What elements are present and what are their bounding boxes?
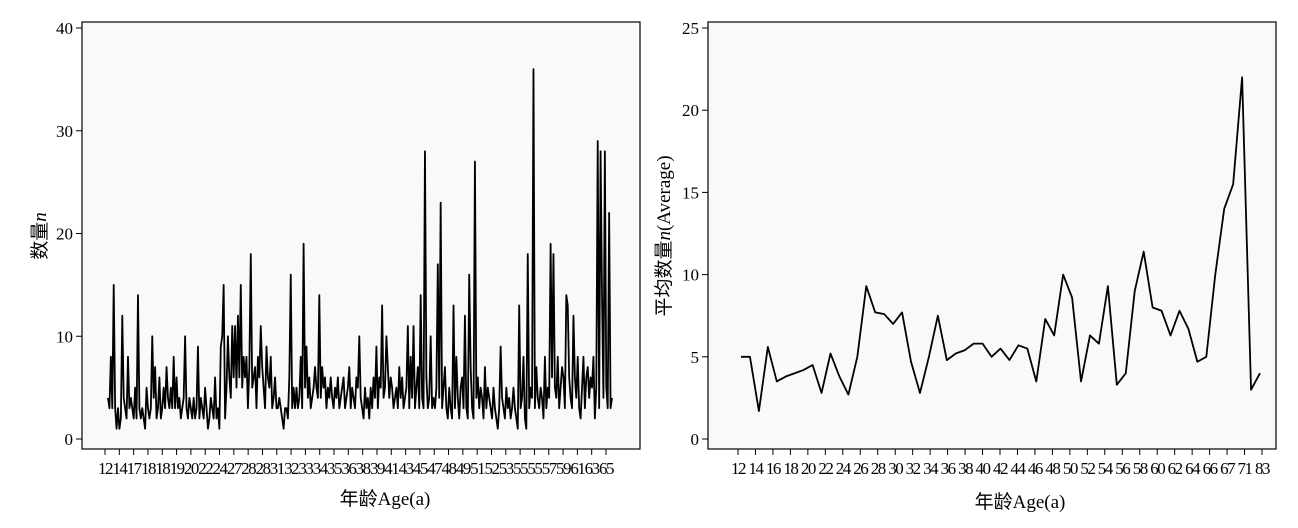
right-plot-area — [707, 21, 1277, 450]
x-tick-label: 45 — [413, 459, 428, 478]
y-tick-label: 0 — [691, 430, 700, 449]
left-x-axis: 12 14 17 18 18 19 20 22 24 27 28 28 31 32 33 34 35 36 38 39… — [98, 449, 616, 478]
x-tick-label: 65 — [599, 459, 614, 478]
x-tick-label: 14 — [112, 459, 128, 478]
x-tick-label: 58 — [1133, 459, 1148, 478]
right-series-line — [741, 76, 1261, 412]
x-tick-label: 18 — [783, 459, 798, 478]
x-tick-label: 54 — [1098, 459, 1114, 478]
left-series-line — [107, 68, 613, 430]
x-tick-label: 49 — [456, 459, 471, 478]
x-tick-label: 17 — [127, 459, 143, 478]
y-tick-label: 25 — [682, 19, 699, 38]
left-y-axis: 0 10 20 30 40 — [56, 19, 82, 449]
y-tick-label: 10 — [682, 266, 699, 285]
y-tick-label: 15 — [682, 183, 699, 202]
right-x-axis-title: 年龄Age(a) — [975, 491, 1066, 513]
x-tick-label: 64 — [1185, 459, 1201, 478]
x-tick-label: 30 — [888, 459, 903, 478]
x-tick-label: 22 — [198, 459, 213, 478]
x-tick-label: 19 — [170, 459, 185, 478]
x-tick-label: 31 — [270, 459, 285, 478]
right-y-axis: 0 5 10 15 20 25 — [682, 19, 708, 449]
x-tick-label: 61 — [570, 459, 585, 478]
right-y-axis-title: 平均数量n(Average) — [653, 155, 675, 316]
x-tick-label: 67 — [1220, 459, 1236, 478]
x-tick-label: 83 — [1255, 459, 1270, 478]
x-tick-label: 32 — [906, 459, 921, 478]
left-x-axis-title: 年龄Age(a) — [340, 488, 431, 510]
x-tick-label: 71 — [1238, 459, 1253, 478]
right-x-axis: 12 14 16 18 20 22 24 26 28 30 32 34 36 38 40 42 44 46 48 50… — [731, 449, 1272, 478]
x-tick-label: 42 — [993, 459, 1008, 478]
x-tick-label: 46 — [1028, 459, 1043, 478]
x-tick-label: 28 — [255, 459, 270, 478]
x-tick-label: 33 — [298, 459, 313, 478]
x-tick-label: 43 — [399, 459, 414, 478]
y-tick-label: 20 — [682, 101, 699, 120]
y-tick-label: 10 — [56, 327, 73, 346]
x-tick-label: 55 — [527, 459, 542, 478]
x-tick-label: 47 — [427, 459, 443, 478]
x-tick-label: 40 — [976, 459, 991, 478]
x-tick-label: 22 — [818, 459, 833, 478]
x-tick-label: 35 — [327, 459, 342, 478]
x-tick-label: 44 — [1010, 459, 1026, 478]
x-tick-label: 12 — [98, 459, 113, 478]
x-tick-label: 38 — [958, 459, 973, 478]
x-tick-label: 28 — [871, 459, 886, 478]
y-tick-label: 20 — [56, 225, 73, 244]
x-tick-label: 14 — [748, 459, 764, 478]
x-tick-label: 16 — [766, 459, 781, 478]
x-tick-label: 41 — [384, 459, 399, 478]
x-tick-label: 24 — [836, 459, 852, 478]
left-y-axis-title: 数量n — [29, 212, 51, 260]
y-tick-label: 30 — [56, 122, 73, 141]
x-tick-label: 57 — [542, 459, 558, 478]
x-tick-label: 27 — [227, 459, 243, 478]
x-tick-label: 55 — [513, 459, 528, 478]
x-tick-label: 59 — [556, 459, 571, 478]
x-tick-label: 18 — [141, 459, 156, 478]
x-tick-label: 39 — [370, 459, 385, 478]
x-tick-label: 63 — [585, 459, 600, 478]
x-tick-label: 48 — [1045, 459, 1060, 478]
x-tick-label: 34 — [313, 459, 329, 478]
x-tick-label: 34 — [923, 459, 939, 478]
x-tick-label: 66 — [1203, 459, 1218, 478]
x-tick-label: 62 — [1168, 459, 1183, 478]
x-tick-label: 52 — [484, 459, 499, 478]
y-tick-label: 0 — [65, 430, 74, 449]
x-tick-label: 26 — [853, 459, 868, 478]
x-tick-label: 36 — [341, 459, 356, 478]
x-tick-label: 20 — [184, 459, 199, 478]
x-tick-label: 32 — [284, 459, 299, 478]
x-tick-label: 28 — [241, 459, 256, 478]
x-tick-label: 50 — [1063, 459, 1078, 478]
x-tick-label: 20 — [801, 459, 816, 478]
x-tick-label: 53 — [499, 459, 514, 478]
x-tick-label: 51 — [470, 459, 485, 478]
y-tick-label: 5 — [691, 348, 700, 367]
x-tick-label: 52 — [1080, 459, 1095, 478]
x-tick-label: 56 — [1115, 459, 1130, 478]
x-tick-label: 24 — [213, 459, 229, 478]
x-tick-label: 60 — [1150, 459, 1165, 478]
y-tick-label: 40 — [56, 19, 73, 38]
x-tick-label: 36 — [941, 459, 956, 478]
x-tick-label: 38 — [356, 459, 371, 478]
x-tick-label: 18 — [155, 459, 170, 478]
x-tick-label: 12 — [731, 459, 746, 478]
x-tick-label: 48 — [442, 459, 457, 478]
